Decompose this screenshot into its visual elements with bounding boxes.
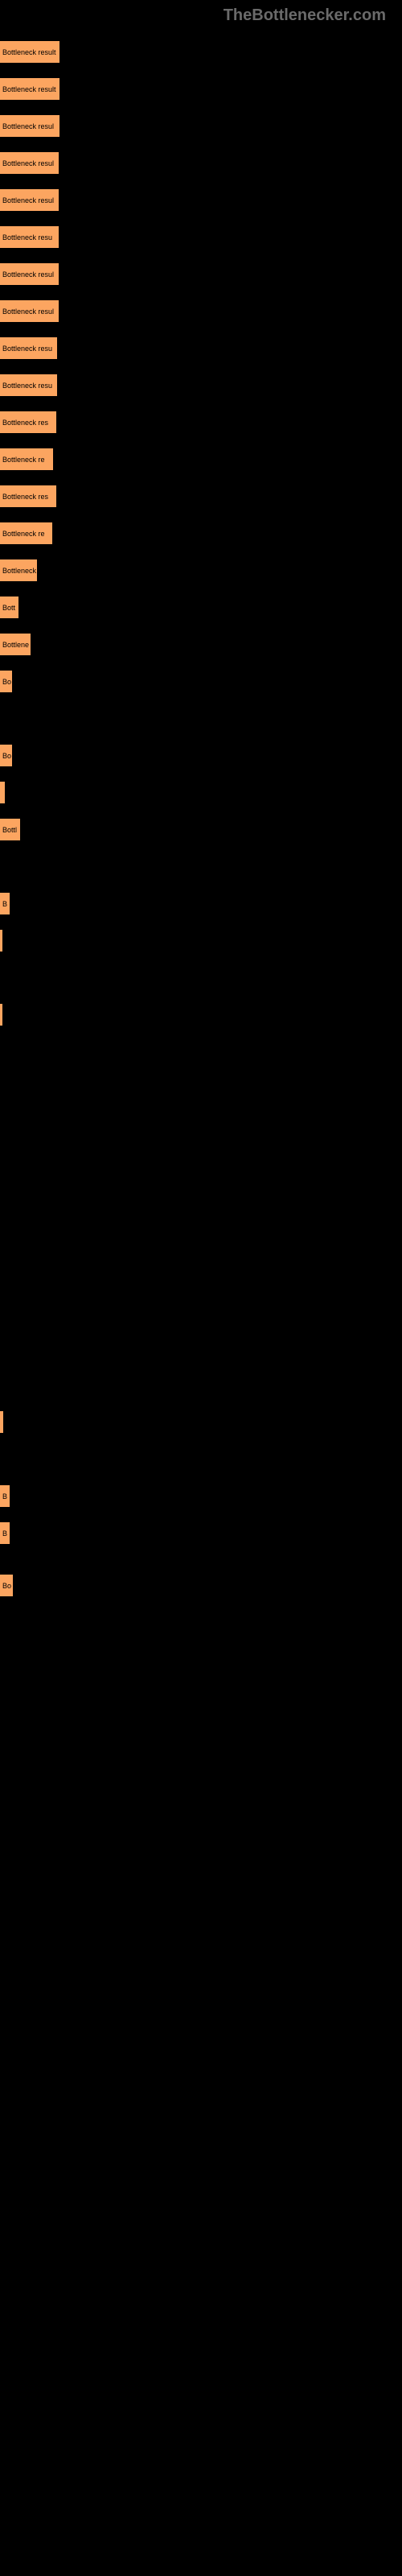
bar-row: B: [0, 893, 402, 914]
empty-bar-row: [0, 1041, 402, 1078]
bar-row: Bottleneck res: [0, 485, 402, 507]
bar: Bottleneck resu: [0, 374, 57, 396]
bar: Bottleneck res: [0, 411, 56, 433]
bar: Bottlene: [0, 634, 31, 655]
bar: B: [0, 1522, 10, 1544]
bar: Bo: [0, 1575, 13, 1596]
empty-bar-row: [0, 856, 402, 893]
bar-row: Bottleneck resul: [0, 263, 402, 285]
bar-row: [0, 782, 402, 803]
empty-bar-row: [0, 967, 402, 1004]
bar: Bottleneck re: [0, 522, 52, 544]
bar-row: Bott: [0, 597, 402, 618]
bar-row: [0, 1411, 402, 1433]
logo-text: TheBottlenecker.com: [224, 6, 386, 24]
bar-row: Bottleneck result: [0, 78, 402, 100]
empty-bar-row: [0, 1448, 402, 1485]
header: TheBottlenecker.com: [0, 0, 402, 41]
empty-bar-row: [0, 1115, 402, 1152]
bar: B: [0, 1485, 10, 1507]
bar: Bottleneck resu: [0, 337, 57, 359]
bar: Bottleneck re: [0, 448, 53, 470]
bar: B: [0, 893, 10, 914]
bar-row: Bottleneck resul: [0, 300, 402, 322]
bar: Bott: [0, 597, 18, 618]
bar-row: Bottleneck resu: [0, 374, 402, 396]
bar-row: Bottleneck: [0, 559, 402, 581]
empty-bar-row: [0, 1152, 402, 1189]
bar: Bo: [0, 745, 12, 766]
empty-bar-row: [0, 708, 402, 745]
empty-bar-row: [0, 1559, 402, 1575]
bar-row: Bottleneck re: [0, 448, 402, 470]
bar: [0, 1411, 3, 1433]
bar-row: B: [0, 1522, 402, 1544]
bar: Bottleneck resul: [0, 300, 59, 322]
bar: [0, 782, 5, 803]
bar: Bottleneck result: [0, 78, 59, 100]
empty-bar-row: [0, 1189, 402, 1226]
empty-bar-row: [0, 1226, 402, 1263]
bar: Bo: [0, 671, 12, 692]
bar: Bottleneck result: [0, 41, 59, 63]
empty-bar-row: [0, 1263, 402, 1300]
bar-row: B: [0, 1485, 402, 1507]
bar-row: Bo: [0, 745, 402, 766]
bar-row: Bo: [0, 671, 402, 692]
bar: Bottleneck resu: [0, 226, 59, 248]
empty-bar-row: [0, 1078, 402, 1115]
bar: Bottleneck resul: [0, 152, 59, 174]
bar-row: Bottleneck resul: [0, 189, 402, 211]
bar: Bottleneck: [0, 559, 37, 581]
bar-row: Bottleneck re: [0, 522, 402, 544]
empty-bar-row: [0, 1374, 402, 1411]
bar: Bottleneck resul: [0, 115, 59, 137]
bar-row: Bottleneck resu: [0, 226, 402, 248]
bar-row: Bottlene: [0, 634, 402, 655]
bar: Bottleneck resul: [0, 189, 59, 211]
bar-row: Bottl: [0, 819, 402, 840]
bar-row: [0, 1004, 402, 1026]
bar-row: Bo: [0, 1575, 402, 1596]
empty-bar-row: [0, 1337, 402, 1374]
bar: Bottleneck res: [0, 485, 56, 507]
bar-row: Bottleneck res: [0, 411, 402, 433]
bar-chart: Bottleneck result Bottleneck result Bottle…: [0, 41, 402, 1628]
bar: Bottl: [0, 819, 20, 840]
bar-row: Bottleneck resul: [0, 115, 402, 137]
bar: Bottleneck resul: [0, 263, 59, 285]
bar-row: Bottleneck resu: [0, 337, 402, 359]
bar-row: Bottleneck resul: [0, 152, 402, 174]
bar: [0, 1004, 2, 1026]
bar-row: [0, 930, 402, 952]
bar-row: Bottleneck result: [0, 41, 402, 63]
empty-bar-row: [0, 1300, 402, 1337]
bar: [0, 930, 2, 952]
